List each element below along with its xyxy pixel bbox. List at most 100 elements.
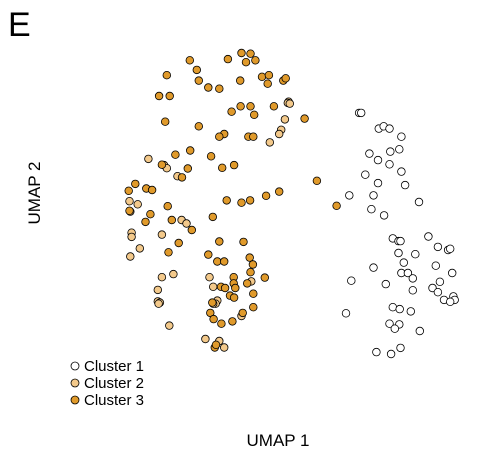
point-cluster-1	[435, 277, 445, 286]
point-cluster-1	[388, 303, 397, 312]
point-cluster-1	[414, 197, 424, 207]
point-cluster-3	[141, 217, 150, 227]
point-cluster-3	[174, 238, 183, 248]
point-cluster-1	[369, 191, 378, 200]
point-cluster-1	[431, 261, 440, 270]
point-cluster-3	[222, 196, 231, 205]
point-cluster-3	[246, 102, 255, 111]
point-cluster-3	[217, 319, 226, 328]
point-cluster-1	[408, 274, 417, 283]
point-cluster-1	[373, 178, 383, 188]
point-cluster-1	[345, 191, 354, 200]
legend-label: Cluster 2	[84, 375, 144, 392]
point-cluster-2	[144, 154, 153, 164]
point-cluster-1	[357, 108, 366, 118]
point-cluster-1	[400, 180, 410, 190]
point-cluster-3	[208, 212, 217, 222]
point-cluster-3	[245, 196, 255, 205]
point-cluster-3	[208, 298, 217, 307]
point-cluster-3	[194, 122, 203, 131]
point-cluster-1	[381, 279, 390, 289]
point-cluster-3	[249, 110, 259, 119]
point-cluster-1	[411, 249, 420, 259]
point-cluster-1	[395, 145, 404, 154]
point-cluster-3	[249, 303, 258, 312]
point-cluster-1	[424, 232, 433, 241]
point-cluster-1	[347, 276, 356, 285]
point-cluster-3	[263, 79, 272, 88]
legend-label: Cluster 1	[84, 358, 144, 375]
point-cluster-1	[365, 149, 374, 158]
point-cluster-2	[157, 273, 167, 282]
point-cluster-3	[275, 187, 284, 196]
point-cluster-2	[182, 219, 191, 228]
point-cluster-2	[285, 99, 294, 108]
point-cluster-3	[245, 253, 254, 262]
point-cluster-3	[231, 283, 240, 293]
point-cluster-3	[125, 206, 134, 215]
point-cluster-3	[146, 209, 155, 219]
point-cluster-1	[341, 309, 351, 318]
point-cluster-3	[220, 283, 230, 293]
point-cluster-3	[237, 48, 246, 58]
point-cluster-3	[206, 152, 216, 161]
point-cluster-3	[194, 76, 203, 85]
y-axis-label: UMAP 2	[25, 162, 44, 225]
point-cluster-3	[187, 225, 196, 235]
point-cluster-3	[281, 74, 290, 83]
legend-marker	[70, 378, 80, 388]
point-cluster-3	[269, 102, 279, 111]
point-cluster-1	[403, 268, 413, 278]
point-cluster-2	[205, 273, 214, 282]
point-cluster-3	[177, 173, 187, 182]
point-cluster-2	[219, 343, 229, 352]
point-cluster-3	[264, 70, 274, 80]
point-cluster-1	[399, 258, 408, 267]
point-cluster-3	[160, 117, 170, 126]
point-cluster-2	[201, 334, 210, 344]
point-cluster-3	[215, 132, 224, 141]
point-cluster-3	[257, 72, 267, 81]
point-cluster-3	[236, 102, 245, 111]
point-cluster-3	[209, 314, 218, 324]
point-cluster-2	[275, 129, 284, 139]
x-axis-label: UMAP 1	[247, 431, 310, 450]
point-cluster-2	[153, 285, 162, 295]
point-cluster-3	[131, 179, 140, 189]
point-cluster-3	[204, 83, 213, 92]
point-cluster-3	[192, 65, 201, 75]
point-cluster-1	[433, 242, 443, 252]
point-cluster-1	[446, 244, 455, 253]
point-cluster-1	[386, 147, 395, 156]
point-cluster-3	[164, 248, 173, 257]
point-cluster-1	[385, 124, 394, 133]
point-cluster-1	[367, 204, 376, 214]
point-cluster-1	[385, 319, 394, 328]
point-cluster-3	[163, 201, 172, 211]
point-cluster-1	[395, 304, 404, 314]
legend-item-cluster-3: Cluster 3	[70, 392, 144, 409]
point-cluster-2	[157, 230, 167, 239]
point-cluster-3	[167, 215, 176, 225]
point-cluster-1	[386, 349, 396, 359]
point-cluster-3	[300, 114, 309, 123]
point-cluster-2	[165, 321, 174, 330]
point-cluster-3	[237, 198, 246, 207]
point-cluster-1	[379, 211, 389, 220]
point-cluster-1	[373, 155, 383, 165]
legend-item-cluster-2: Cluster 2	[70, 375, 144, 392]
point-cluster-3	[215, 84, 224, 93]
point-cluster-3	[229, 160, 239, 170]
point-cluster-3	[211, 340, 221, 349]
point-cluster-2	[169, 269, 178, 279]
point-cluster-3	[219, 257, 229, 266]
point-cluster-2	[127, 232, 136, 242]
point-cluster-2	[154, 299, 163, 308]
point-cluster-3	[223, 54, 233, 64]
point-cluster-3	[171, 150, 180, 159]
point-cluster-2	[135, 244, 144, 253]
point-cluster-3	[183, 164, 192, 173]
point-cluster-3	[215, 237, 224, 246]
point-cluster-3	[185, 56, 194, 65]
